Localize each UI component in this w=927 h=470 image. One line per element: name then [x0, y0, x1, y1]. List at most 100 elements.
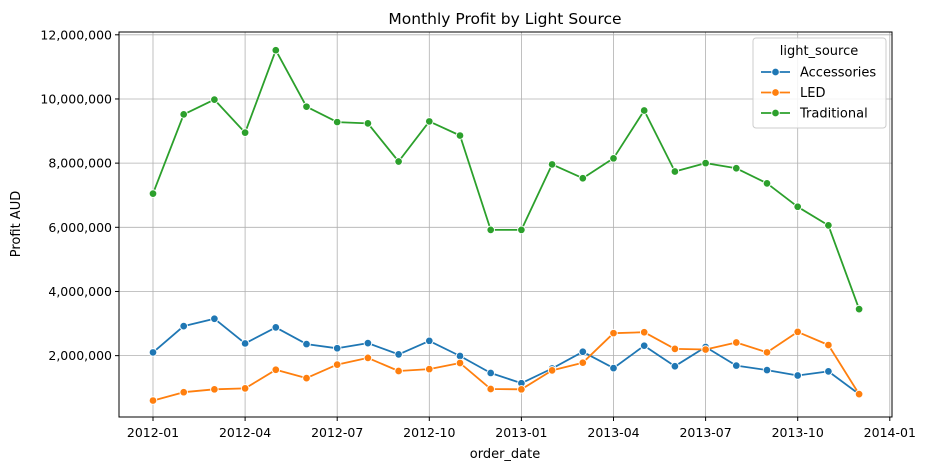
data-point-traditional: [302, 102, 311, 111]
x-tick-label: 2012-04: [219, 425, 271, 440]
series-accessories: [148, 314, 864, 399]
data-point-led: [363, 353, 373, 363]
data-point-traditional: [578, 173, 588, 183]
legend-label: Accessories: [800, 66, 876, 81]
data-point-led: [148, 396, 158, 405]
data-point-traditional: [732, 164, 741, 173]
series-layer: [148, 45, 864, 405]
data-point-traditional: [824, 221, 833, 230]
data-point-accessories: [179, 321, 188, 331]
data-point-traditional: [517, 225, 526, 235]
data-point-accessories: [824, 367, 833, 376]
legend-item-accessories: Accessories: [761, 66, 876, 81]
data-point-led: [639, 327, 649, 337]
series-line-accessories: [152, 317, 860, 395]
y-tick-label: 2,000,000: [48, 348, 112, 363]
data-point-led: [701, 345, 710, 354]
data-point-led: [425, 364, 434, 374]
data-point-led: [486, 384, 495, 394]
data-point-traditional: [670, 167, 680, 176]
data-point-led: [670, 344, 680, 354]
data-point-led: [240, 384, 250, 393]
data-point-led: [210, 385, 219, 394]
data-point-traditional: [240, 128, 250, 137]
x-tick-label: 2013-01: [495, 425, 547, 440]
data-point-accessories: [732, 361, 741, 370]
series-traditional: [148, 45, 864, 314]
data-point-led: [179, 387, 188, 397]
data-point-traditional: [762, 179, 772, 188]
x-tick-label: 2013-07: [679, 425, 731, 440]
chart-title: Monthly Profit by Light Source: [388, 10, 621, 28]
data-point-led: [762, 348, 772, 357]
data-point-traditional: [394, 157, 403, 166]
legend-box: [752, 37, 887, 129]
x-tick-label: 2014-01: [864, 425, 916, 440]
data-point-accessories: [302, 339, 311, 349]
y-tick-label: 8,000,000: [48, 156, 112, 171]
series-led: [148, 327, 864, 405]
legend-label: LED: [800, 86, 825, 101]
data-point-traditional: [455, 131, 465, 140]
x-tick-label: 2012-07: [311, 425, 363, 440]
legend-title: light_source: [780, 44, 858, 59]
data-point-accessories: [210, 314, 219, 323]
data-point-accessories: [486, 368, 495, 378]
legend-swatch-marker: [771, 108, 780, 118]
data-point-led: [854, 389, 864, 399]
data-point-traditional: [639, 106, 649, 115]
series-line-led: [152, 330, 860, 402]
data-point-accessories: [394, 350, 403, 359]
data-point-led: [302, 373, 311, 383]
legend-swatch-marker: [771, 88, 780, 97]
data-point-led: [609, 328, 618, 338]
y-tick-label: 4,000,000: [48, 284, 112, 299]
x-tick-label: 2013-04: [587, 425, 639, 440]
data-point-accessories: [793, 371, 802, 380]
data-point-led: [793, 327, 802, 337]
data-point-accessories: [240, 339, 250, 348]
plot-frame: [118, 31, 893, 418]
data-point-led: [578, 358, 588, 367]
data-point-accessories: [271, 323, 281, 332]
x-axis-label: order_date: [470, 447, 540, 462]
legend-item-traditional: Traditional: [761, 107, 868, 122]
data-point-accessories: [332, 344, 342, 353]
data-point-accessories: [670, 361, 680, 371]
y-axis-label: Profit AUD: [9, 191, 24, 257]
data-point-traditional: [854, 304, 864, 314]
x-tick-label: 2013-10: [772, 425, 824, 440]
data-point-traditional: [210, 95, 219, 104]
y-tick-label: 12,000,000: [40, 27, 112, 42]
data-point-traditional: [547, 160, 557, 169]
data-point-accessories: [455, 351, 465, 361]
data-point-traditional: [363, 119, 373, 128]
data-point-traditional: [701, 158, 710, 168]
data-point-led: [332, 360, 342, 369]
y-axis: 2,000,000 4,000,000 6,000,000 8,000,000 10,0…: [40, 27, 119, 363]
data-point-led: [824, 340, 833, 350]
data-point-led: [455, 358, 465, 368]
legend-items: Accessories LED Traditional: [761, 66, 876, 122]
y-tick-label: 6,000,000: [48, 220, 112, 235]
data-point-traditional: [793, 202, 802, 212]
data-point-led: [732, 338, 741, 347]
data-point-traditional: [148, 189, 158, 198]
data-point-accessories: [363, 338, 373, 348]
data-point-accessories: [425, 336, 434, 346]
data-point-accessories: [148, 348, 158, 357]
data-point-traditional: [486, 225, 495, 235]
data-point-traditional: [609, 154, 618, 163]
data-point-traditional: [332, 117, 342, 127]
data-point-led: [547, 366, 557, 375]
data-point-traditional: [271, 45, 281, 55]
data-point-traditional: [179, 110, 188, 119]
legend: light_source Accessories LED Traditional: [752, 37, 887, 129]
data-point-led: [271, 365, 281, 375]
x-tick-label: 2012-10: [403, 425, 455, 440]
data-point-traditional: [425, 117, 434, 126]
y-tick-label: 10,000,000: [40, 91, 112, 106]
data-point-led: [517, 385, 526, 394]
data-point-accessories: [578, 347, 588, 357]
